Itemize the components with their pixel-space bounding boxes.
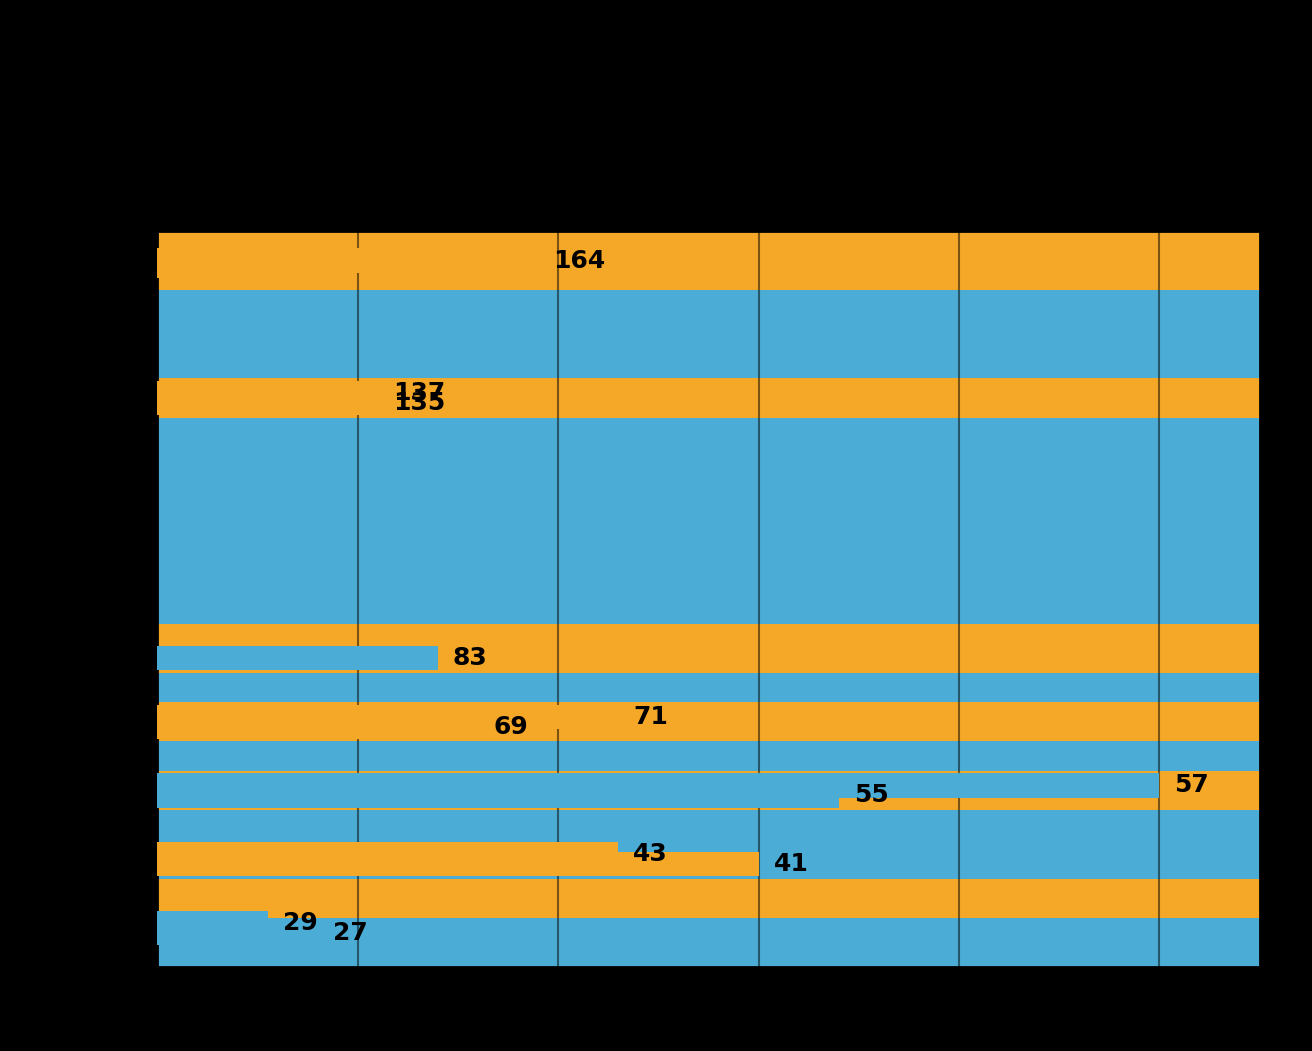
Bar	[157, 810, 1260, 879]
Text: 43: 43	[634, 842, 668, 866]
Text: 137: 137	[392, 382, 445, 405]
Bar	[157, 391, 378, 415]
Bar	[157, 673, 1260, 702]
Bar	[157, 842, 618, 866]
Bar	[157, 770, 1260, 810]
Text: 55: 55	[854, 783, 888, 807]
Bar	[157, 702, 1260, 741]
Bar	[157, 741, 1260, 770]
Bar	[157, 248, 538, 273]
Text: 164: 164	[554, 249, 605, 272]
Text: 41: 41	[774, 852, 808, 875]
X-axis label: Relative Abundance (%): Relative Abundance (%)	[539, 1006, 878, 1030]
Bar	[157, 645, 438, 671]
Bar	[157, 918, 1260, 967]
Bar	[157, 851, 758, 877]
Text: 27: 27	[333, 921, 367, 945]
Bar	[157, 380, 378, 406]
Bar	[157, 778, 298, 803]
Text: 29: 29	[282, 911, 318, 934]
Bar	[157, 910, 268, 935]
Bar	[157, 879, 1260, 918]
Bar	[157, 774, 1160, 798]
Bar	[157, 253, 237, 277]
Text: 57: 57	[1174, 774, 1210, 798]
Bar	[157, 231, 1260, 290]
Bar	[157, 783, 838, 807]
Text: 1-Bromohexane: 1-Bromohexane	[396, 66, 916, 123]
Text: 69: 69	[493, 715, 527, 739]
Bar	[157, 715, 478, 739]
Bar	[157, 290, 1260, 378]
Bar	[157, 921, 318, 945]
Bar	[157, 704, 618, 729]
Bar	[157, 623, 1260, 673]
Text: 135: 135	[392, 391, 445, 415]
Bar	[157, 417, 1260, 623]
Text: 83: 83	[453, 646, 488, 669]
Bar	[157, 378, 1260, 417]
Text: 71: 71	[634, 705, 668, 728]
Y-axis label: m/z: m/z	[66, 574, 91, 624]
